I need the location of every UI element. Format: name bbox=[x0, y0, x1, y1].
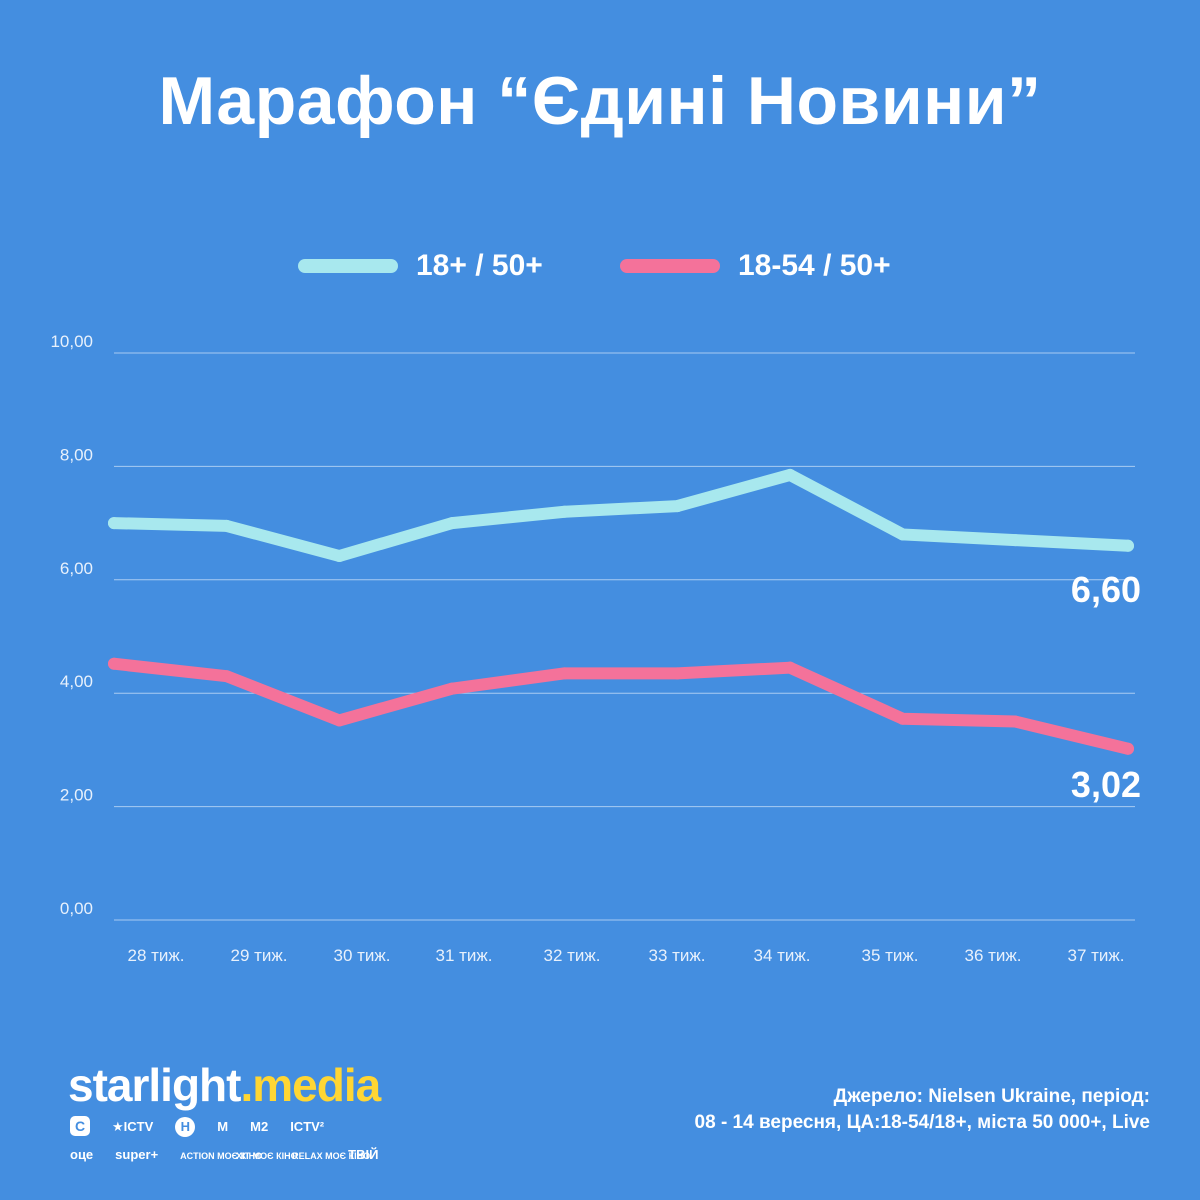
x-tick-label: 30 тиж. bbox=[333, 946, 390, 965]
brand-media: media bbox=[252, 1059, 381, 1111]
x-tick-label: 37 тиж. bbox=[1067, 946, 1124, 965]
series-line bbox=[108, 468, 1134, 562]
data-point bbox=[671, 500, 684, 513]
m2-logo-icon: М2 bbox=[250, 1118, 269, 1134]
y-tick-label: 8,00 bbox=[60, 445, 93, 464]
c-logo-icon: С bbox=[70, 1116, 90, 1137]
data-point bbox=[558, 667, 571, 680]
y-tick-label: 0,00 bbox=[60, 899, 93, 918]
x-tick-label: 36 тиж. bbox=[964, 946, 1021, 965]
y-tick-label: 6,00 bbox=[60, 559, 93, 578]
y-tick-label: 2,00 bbox=[60, 786, 93, 805]
data-point bbox=[558, 505, 571, 518]
y-tick-label: 4,00 bbox=[60, 672, 93, 691]
tviy-logo-icon: ТВІЙ bbox=[348, 1147, 379, 1162]
data-point bbox=[446, 517, 458, 530]
source-line-1: Джерело: Nielsen Ukraine, період: bbox=[833, 1086, 1150, 1107]
source-line-2: 08 - 14 вересня, ЦА:18-54/18+, міста 50 … bbox=[694, 1112, 1150, 1133]
data-point bbox=[220, 670, 233, 683]
x-tick-label: 31 тиж. bbox=[435, 946, 492, 965]
data-point bbox=[896, 528, 909, 541]
data-point bbox=[896, 712, 909, 725]
data-point bbox=[333, 714, 346, 727]
legend-item-18plus: 18+ / 50+ bbox=[298, 244, 543, 288]
x-tick-label: 35 тиж. bbox=[861, 946, 918, 965]
legend-swatch-18plus bbox=[298, 259, 398, 273]
m-logo-icon: М bbox=[217, 1118, 229, 1134]
line-chart: 0,00 2,00 4,00 6,00 8,00 10,00 28 тиж. 29 тиж. 3… bbox=[50, 332, 1141, 965]
data-point bbox=[220, 519, 233, 532]
legend-swatch-18-54 bbox=[620, 259, 720, 273]
data-point bbox=[446, 682, 458, 695]
data-point bbox=[1122, 539, 1134, 552]
x-tick-label: 32 тиж. bbox=[543, 946, 600, 965]
source-note: Джерело: Nielsen Ukraine, період: 08 - 1… bbox=[450, 1084, 1150, 1136]
relax-kino-logo-icon: RELAX МОЄ КІНО bbox=[292, 1151, 371, 1161]
legend-label-18plus: 18+ / 50+ bbox=[416, 249, 543, 282]
y-tick-label: 10,00 bbox=[50, 332, 93, 351]
brand-starlight: starlight bbox=[68, 1059, 241, 1111]
x-tick-label: 34 тиж. bbox=[753, 946, 810, 965]
data-point bbox=[1122, 742, 1134, 755]
channel-logos-row-1: С ★ICTV Н М М2 ICTV² bbox=[70, 1116, 390, 1137]
x-tick-label: 28 тиж. bbox=[127, 946, 184, 965]
chart-title: Марафон “Єдині Новини” bbox=[158, 63, 1042, 139]
end-value-label: 3,02 bbox=[1071, 764, 1141, 805]
legend-item-18-54: 18-54 / 50+ bbox=[620, 244, 891, 288]
legend-label-18-54: 18-54 / 50+ bbox=[738, 249, 891, 282]
data-point bbox=[1009, 534, 1022, 547]
brand-dot: . bbox=[240, 1059, 253, 1111]
data-point bbox=[108, 517, 120, 530]
action-kino-logo-icon: ACTION МОЄ КІНО bbox=[180, 1151, 263, 1161]
starlight-media-logo: starlight.media bbox=[68, 1058, 381, 1112]
data-point bbox=[333, 549, 346, 562]
superplus-logo-icon: super+ bbox=[115, 1147, 159, 1162]
data-point bbox=[784, 661, 796, 674]
n-logo-icon: Н bbox=[175, 1116, 196, 1137]
data-point bbox=[1009, 715, 1022, 728]
star-icon: ★ICTV bbox=[112, 1118, 154, 1134]
data-point bbox=[671, 667, 684, 680]
x-tick-label: 29 тиж. bbox=[230, 946, 287, 965]
ictv2-logo-icon: ICTV² bbox=[290, 1118, 325, 1134]
series-line bbox=[108, 657, 1134, 755]
data-point bbox=[784, 468, 796, 481]
end-value-label: 6,60 bbox=[1071, 569, 1141, 610]
data-point bbox=[108, 657, 120, 670]
chart-legend: 18+ / 50+ 18-54 / 50+ bbox=[0, 244, 1200, 288]
hit-kino-logo-icon: ХІТ МОЄ КІНО bbox=[236, 1151, 298, 1161]
channel-logos-row-2: оце super+ ACTION МОЄ КІНО ХІТ МОЄ КІНО RELA… bbox=[70, 1145, 390, 1165]
x-tick-label: 33 тиж. bbox=[648, 946, 705, 965]
oce-logo-icon: оце bbox=[70, 1147, 94, 1162]
